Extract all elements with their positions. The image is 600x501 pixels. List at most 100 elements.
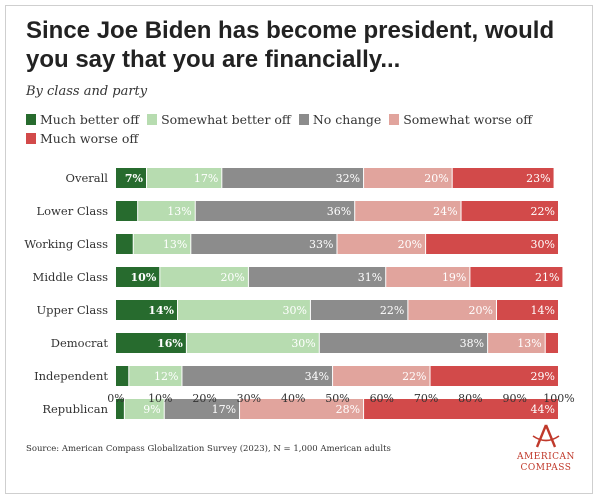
legend-swatch [298, 114, 309, 125]
chart-legend: Much better off Somewhat better off No cha… [26, 112, 586, 150]
x-tick-label: 90% [502, 392, 526, 405]
category-label: Upper Class [36, 303, 108, 317]
data-label: 21% [535, 271, 559, 284]
data-label: 32% [336, 172, 360, 185]
data-label: 9% [143, 403, 160, 416]
american-compass-logo: AMERICAN COMPASS [514, 424, 578, 474]
bar-segment [337, 234, 426, 254]
data-label: 17% [194, 172, 218, 185]
bar-segment [355, 201, 461, 221]
data-label: 30% [291, 337, 315, 350]
bar-segment [333, 366, 430, 386]
data-label: 24% [433, 205, 457, 218]
logo-text-line1: AMERICAN [517, 452, 575, 462]
legend-swatch [26, 114, 36, 125]
legend-label: No change [312, 112, 382, 127]
bar-segment [186, 333, 319, 353]
legend-swatch [147, 114, 158, 125]
data-label: 20% [424, 172, 448, 185]
data-label: 34% [305, 370, 329, 383]
bar-segment [116, 267, 160, 287]
data-label: 19% [442, 271, 466, 284]
x-tick-label: 20% [192, 392, 216, 405]
data-label: 13% [167, 205, 191, 218]
x-tick-label: 10% [148, 392, 172, 405]
bar-segment [116, 168, 147, 188]
category-label: Lower Class [37, 204, 109, 218]
bar-segment [195, 201, 355, 221]
data-label: 23% [526, 172, 550, 185]
bar-segment [164, 399, 240, 419]
bar-segment [124, 399, 164, 419]
bar-segment [178, 300, 310, 320]
data-label: 20% [469, 304, 493, 317]
chart-title: Since Joe Biden has become president, wo… [26, 17, 555, 73]
data-label: 31% [358, 271, 382, 284]
x-tick-label: 30% [237, 392, 261, 405]
data-label: 17% [212, 403, 236, 416]
bar-segment [116, 333, 186, 353]
legend-item-4: Much worse off [26, 131, 138, 146]
data-label: 28% [336, 403, 360, 416]
legend-label: Much worse off [40, 131, 139, 146]
bar-segment [248, 267, 386, 287]
bar-segment [133, 234, 191, 254]
data-label: 13% [163, 238, 187, 251]
bar-segment [386, 267, 470, 287]
data-label: 14% [531, 304, 555, 317]
bar-segment [408, 300, 496, 320]
category-label: Democrat [51, 336, 109, 350]
category-label: Republican [42, 402, 108, 416]
bar-segment [496, 300, 558, 320]
data-label: 16% [157, 337, 183, 350]
data-label: 36% [327, 205, 351, 218]
bar-segment [545, 333, 558, 353]
bar-segment [116, 201, 138, 221]
x-tick-label: 0% [107, 392, 124, 405]
bar-segment [319, 333, 488, 353]
chart-subtitle: By class and party [26, 84, 148, 99]
legend-label: Much better off [40, 112, 140, 127]
data-label: 14% [148, 304, 174, 317]
data-label: 10% [131, 271, 157, 284]
category-label: Middle Class [33, 270, 109, 284]
legend-label: Somewhat better off [161, 112, 291, 127]
bar-segment [116, 234, 133, 254]
legend-item-2: No change [298, 112, 382, 127]
data-label: 29% [531, 370, 555, 383]
data-label: 38% [460, 337, 484, 350]
bar-segment [364, 168, 452, 188]
legend-swatch [389, 114, 400, 125]
bar-segment [191, 234, 337, 254]
bar-segment [310, 300, 408, 320]
data-label: 22% [402, 370, 426, 383]
logo-text-line2: COMPASS [520, 463, 572, 473]
bar-segment [129, 366, 182, 386]
bar-segment [116, 366, 129, 386]
data-label: 33% [309, 238, 333, 251]
bar-segment [147, 168, 222, 188]
bar-segment [488, 333, 545, 353]
bar-segment [430, 366, 558, 386]
data-label: 30% [282, 304, 306, 317]
bar-segment [364, 399, 558, 419]
bar-segment [138, 201, 195, 221]
x-tick-label: 100% [543, 392, 574, 405]
legend-item-3: Somewhat worse off [389, 112, 532, 127]
data-label: 30% [531, 238, 555, 251]
bar-segment [222, 168, 364, 188]
compass-logo-icon [532, 424, 560, 448]
data-label: 44% [531, 403, 555, 416]
x-tick-label: 60% [370, 392, 394, 405]
data-label: 13% [517, 337, 541, 350]
bar-segment [452, 168, 554, 188]
legend-item-0: Much better off [26, 112, 139, 127]
bar-segment [461, 201, 558, 221]
bar-segment [426, 234, 558, 254]
legend-label: Somewhat worse off [403, 112, 533, 127]
bar-segment [240, 399, 364, 419]
bar-segment [160, 267, 248, 287]
x-tick-label: 80% [458, 392, 482, 405]
x-tick-label: 40% [281, 392, 305, 405]
x-tick-label: 70% [414, 392, 438, 405]
